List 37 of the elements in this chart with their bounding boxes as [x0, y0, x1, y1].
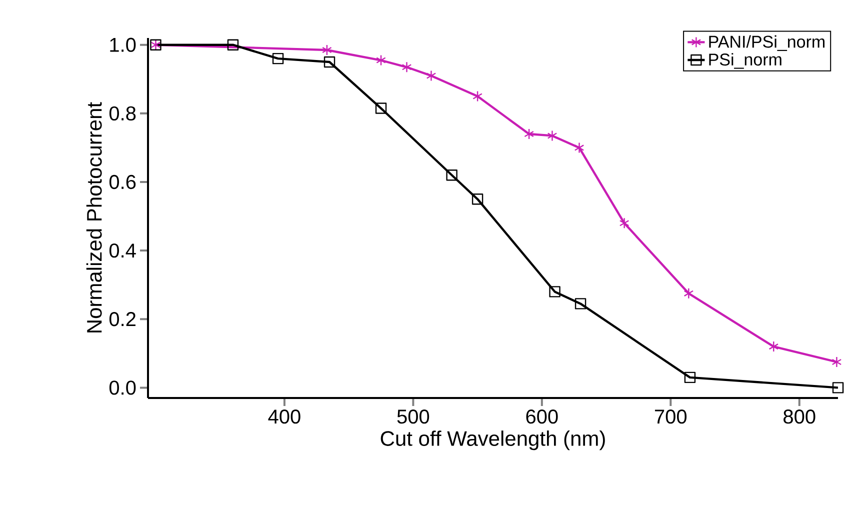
point: [472, 194, 484, 205]
y-tick-label: 0.4: [109, 243, 136, 258]
x-tick-label: 800: [784, 410, 816, 424]
y-tick-label: 0.2: [109, 312, 136, 326]
y-tick-label: 1.0: [110, 38, 136, 52]
point: [402, 62, 412, 73]
point: [547, 130, 558, 142]
point: [574, 142, 584, 154]
point: [832, 382, 844, 394]
x-axis-title: Cut off Wavelength (nm): [380, 430, 605, 450]
x-tick-label: 400: [268, 410, 300, 424]
point: [426, 70, 436, 82]
point: [524, 128, 534, 140]
y-tick-label: 0.8: [109, 106, 136, 120]
point: [446, 170, 458, 181]
point: [768, 340, 779, 352]
point: [549, 286, 560, 298]
point: [227, 39, 239, 50]
y-tick-label: 0.0: [109, 380, 136, 395]
y-axis-title: Normalized Photocurrent: [86, 102, 102, 332]
point: [832, 356, 842, 368]
point: [684, 372, 696, 384]
point: [472, 90, 482, 102]
point: [684, 288, 694, 300]
point: [322, 44, 332, 56]
point: [375, 102, 387, 114]
point: [619, 218, 630, 229]
point: [376, 54, 386, 66]
point: [324, 56, 336, 68]
x-tick-label: 700: [654, 410, 687, 424]
legend-label: PANI/PSi_norm: [709, 35, 824, 51]
point: [272, 52, 284, 64]
point: [574, 298, 586, 310]
x-tick-label: 500: [397, 410, 430, 424]
legend-label: PSi_norm: [709, 53, 782, 69]
y-tick-label: 0.6: [109, 174, 136, 190]
x-tick-label: 600: [526, 410, 558, 424]
